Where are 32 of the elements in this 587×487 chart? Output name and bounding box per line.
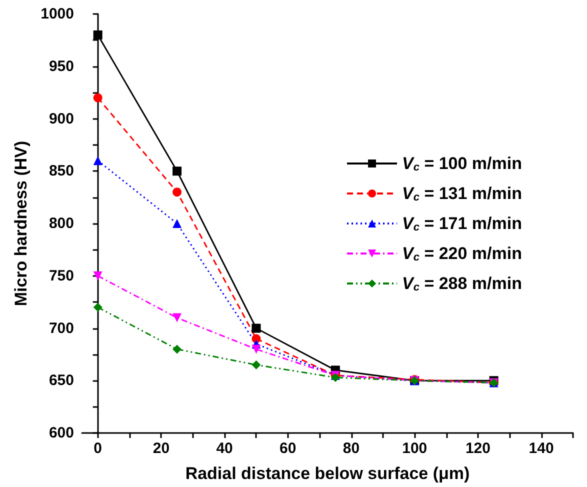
y-tick-label: 750 — [48, 267, 74, 284]
y-tick-label: 900 — [48, 110, 74, 128]
y-tick-label: 950 — [48, 58, 74, 75]
x-tick-label: 60 — [280, 440, 296, 457]
x-tick-label: 0 — [94, 440, 102, 457]
y-tick-label: 700 — [48, 320, 74, 337]
point — [93, 271, 102, 280]
point — [172, 313, 182, 322]
point — [252, 344, 261, 354]
point — [172, 188, 182, 197]
point — [93, 302, 102, 312]
y-tick-label: 650 — [48, 372, 74, 390]
y-tick-label: 850 — [48, 162, 74, 180]
x-axis-title: Radial distance below surface (μm) — [185, 464, 470, 483]
y-tick-label: 800 — [48, 215, 74, 232]
point — [252, 324, 261, 333]
point — [172, 166, 182, 176]
x-tick-label: 40 — [216, 440, 233, 457]
x-tick-label: 20 — [152, 440, 170, 457]
point — [93, 30, 102, 40]
y-tick-label: 1000 — [40, 6, 74, 22]
point — [252, 360, 261, 370]
x-tick-label: 120 — [465, 440, 490, 457]
point — [93, 93, 102, 102]
point — [172, 219, 182, 228]
x-tick-label: 80 — [342, 440, 360, 457]
y-axis-title: Micro hardness (HV) — [12, 140, 31, 306]
point — [172, 344, 182, 354]
point — [93, 156, 102, 166]
x-tick-label: 140 — [528, 440, 554, 457]
x-tick-label: 100 — [402, 440, 428, 457]
y-tick-label: 600 — [48, 424, 74, 442]
